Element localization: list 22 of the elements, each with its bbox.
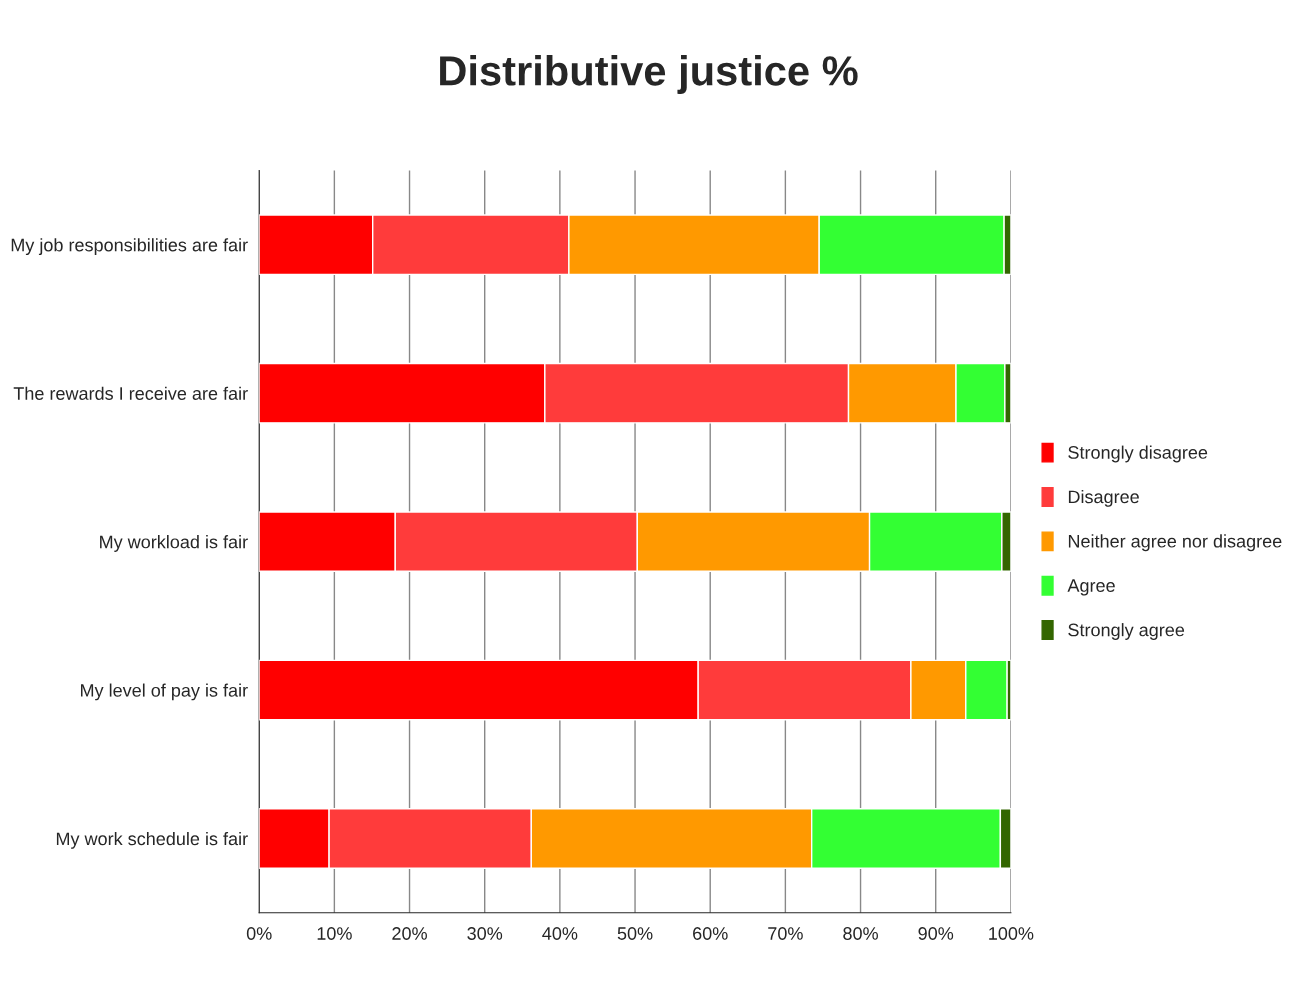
x-tick-label: 100% bbox=[989, 927, 1034, 940]
x-tick-label: 40% bbox=[542, 927, 578, 940]
x-tick-label: 20% bbox=[392, 927, 427, 940]
y-tick-label: My workload is fair bbox=[100, 535, 248, 552]
y-tick-label: My job responsibilities are fair bbox=[11, 238, 248, 256]
legend-label: Neither agree nor disagree bbox=[1068, 534, 1282, 552]
x-tick-label: 50% bbox=[617, 927, 653, 940]
x-tick-label: 70% bbox=[768, 927, 803, 940]
x-tick-label: 90% bbox=[918, 927, 954, 940]
x-tick-label: 30% bbox=[467, 927, 503, 940]
x-tick-label: 80% bbox=[843, 927, 878, 940]
x-tick-label: 60% bbox=[693, 927, 728, 940]
y-tick-label: My level of pay is fair bbox=[81, 683, 248, 701]
x-tick-label: 0% bbox=[246, 927, 272, 940]
legend-label: Agree bbox=[1067, 579, 1115, 596]
legend-label: Strongly disagree bbox=[1068, 445, 1208, 463]
x-tick-label: 10% bbox=[317, 927, 352, 940]
y-tick-label: The rewards I receive are fair bbox=[13, 386, 248, 400]
chart-title: Distributive justice % bbox=[440, 55, 858, 94]
y-tick-label: My work schedule is fair bbox=[56, 831, 248, 849]
legend-label: Disagree bbox=[1068, 489, 1139, 507]
legend-label: Strongly agree bbox=[1068, 623, 1185, 640]
